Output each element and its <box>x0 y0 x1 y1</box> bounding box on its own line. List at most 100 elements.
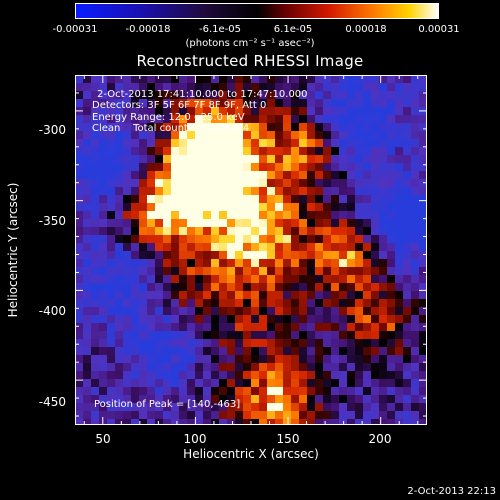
image-pixel <box>387 411 395 419</box>
image-pixel <box>235 227 243 235</box>
image-pixel <box>83 227 91 235</box>
image-pixel <box>419 267 427 275</box>
image-pixel <box>131 227 139 235</box>
image-pixel <box>75 347 83 355</box>
image-pixel <box>355 347 363 355</box>
image-pixel <box>363 315 371 323</box>
image-pixel <box>395 355 403 363</box>
image-pixel <box>91 395 99 403</box>
image-pixel <box>187 331 195 339</box>
image-pixel <box>307 139 315 147</box>
image-pixel <box>259 347 267 355</box>
image-pixel <box>203 187 211 195</box>
image-pixel <box>163 211 171 219</box>
image-pixel <box>123 395 131 403</box>
image-pixel <box>203 75 211 83</box>
image-pixel <box>403 91 411 99</box>
image-pixel <box>339 99 347 107</box>
image-pixel <box>251 163 259 171</box>
image-pixel <box>211 187 219 195</box>
image-pixel <box>131 379 139 387</box>
image-pixel <box>363 75 371 83</box>
image-pixel <box>219 235 227 243</box>
image-pixel <box>123 387 131 395</box>
image-pixel <box>267 139 275 147</box>
image-pixel <box>123 155 131 163</box>
image-pixel <box>171 107 179 115</box>
image-pixel <box>267 355 275 363</box>
image-pixel <box>275 259 283 267</box>
image-pixel <box>91 323 99 331</box>
image-pixel <box>171 299 179 307</box>
image-pixel <box>315 379 323 387</box>
image-pixel <box>227 147 235 155</box>
image-pixel <box>163 315 171 323</box>
image-pixel <box>179 331 187 339</box>
image-pixel <box>107 115 115 123</box>
image-pixel <box>355 123 363 131</box>
image-pixel <box>363 171 371 179</box>
image-pixel <box>339 267 347 275</box>
image-pixel <box>259 291 267 299</box>
image-pixel <box>331 299 339 307</box>
image-pixel <box>251 283 259 291</box>
image-pixel <box>139 363 147 371</box>
image-pixel <box>115 235 123 243</box>
image-pixel <box>411 283 419 291</box>
image-pixel <box>331 307 339 315</box>
image-pixel <box>307 283 315 291</box>
image-pixel <box>115 379 123 387</box>
image-pixel <box>291 251 299 259</box>
image-pixel <box>371 179 379 187</box>
image-pixel <box>91 331 99 339</box>
image-pixel <box>99 323 107 331</box>
image-pixel <box>187 411 195 419</box>
image-pixel <box>75 307 83 315</box>
image-pixel <box>139 267 147 275</box>
image-pixel <box>339 83 347 91</box>
image-pixel <box>283 187 291 195</box>
image-pixel <box>347 419 355 425</box>
image-pixel <box>267 307 275 315</box>
image-pixel <box>259 179 267 187</box>
image-pixel <box>299 131 307 139</box>
image-pixel <box>211 387 219 395</box>
y-tick-label: -400 <box>38 304 66 318</box>
image-pixel <box>123 307 131 315</box>
image-pixel <box>411 371 419 379</box>
image-pixel <box>299 163 307 171</box>
image-pixel <box>291 355 299 363</box>
image-pixel <box>211 379 219 387</box>
image-pixel <box>83 371 91 379</box>
image-pixel <box>283 259 291 267</box>
image-pixel <box>131 171 139 179</box>
image-pixel <box>195 267 203 275</box>
image-pixel <box>355 387 363 395</box>
image-pixel <box>291 203 299 211</box>
image-pixel <box>179 419 187 425</box>
y-tick-label: -450 <box>38 395 66 409</box>
image-pixel <box>275 195 283 203</box>
image-pixel <box>227 203 235 211</box>
image-pixel <box>283 99 291 107</box>
image-pixel <box>75 75 83 83</box>
image-pixel <box>187 403 195 411</box>
image-pixel <box>147 91 155 99</box>
image-pixel <box>347 171 355 179</box>
image-pixel <box>307 91 315 99</box>
image-pixel <box>331 331 339 339</box>
image-pixel <box>363 395 371 403</box>
image-pixel <box>395 267 403 275</box>
image-pixel <box>259 331 267 339</box>
image-pixel <box>299 339 307 347</box>
image-pixel <box>251 355 259 363</box>
image-pixel <box>395 291 403 299</box>
image-pixel <box>379 379 387 387</box>
image-pixel <box>395 371 403 379</box>
image-pixel <box>267 291 275 299</box>
image-pixel <box>91 227 99 235</box>
image-pixel <box>155 315 163 323</box>
image-pixel <box>155 259 163 267</box>
image-pixel <box>131 203 139 211</box>
image-pixel <box>235 251 243 259</box>
